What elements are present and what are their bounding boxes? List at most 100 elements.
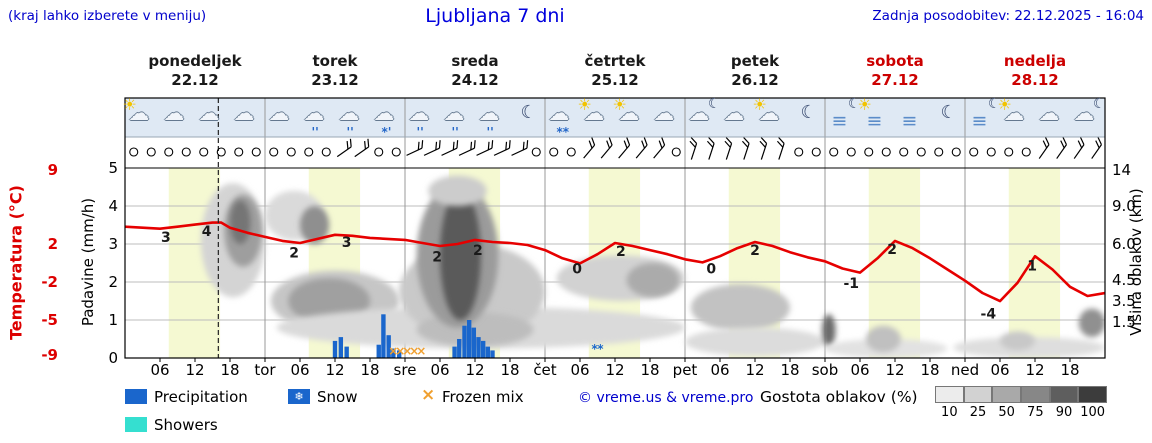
wind-barb-icon (635, 137, 648, 159)
showers-swatch (125, 417, 147, 432)
x-axis-label: 18 (920, 361, 939, 379)
frozen-mix-mark: × (409, 344, 419, 358)
precip-bar (452, 346, 457, 358)
day-name: četrtek (584, 52, 646, 70)
wind-calm-icon (269, 147, 279, 157)
snow-mark: * (597, 342, 604, 356)
wind-calm-icon (234, 147, 244, 157)
wind-calm-icon (864, 147, 874, 157)
cloud-blob (822, 314, 836, 347)
day-date: 23.12 (311, 71, 359, 89)
temperature-label: 1 (1027, 259, 1037, 275)
temperature-label: 2 (750, 243, 760, 259)
snow-legend-label: Snow (317, 388, 358, 406)
copyright-link[interactable]: © vreme.us & vreme.pro (578, 390, 754, 406)
temperature-axis-title: Temperatura (°C) (6, 185, 26, 340)
wind-barb-icon (441, 140, 459, 156)
day-headers: ponedeljek 22.12 torek 23.12 sreda 24.12 četrt… (0, 52, 1152, 92)
icon-strip-bg (125, 98, 1105, 137)
location-menu-hint: (kraj lahko izberete v meniju) (8, 8, 207, 24)
x-axis-label: 12 (325, 361, 344, 379)
x-axis-label: 18 (640, 361, 659, 379)
temperature-label: 3 (161, 230, 171, 246)
day-name: sreda (451, 52, 499, 70)
daylight-band (868, 168, 921, 358)
precip-bar (457, 339, 462, 358)
precip-bar (462, 325, 467, 358)
wind-calm-icon (286, 147, 296, 157)
x-axis-label: sob (812, 361, 839, 379)
temperature-label: 0 (572, 262, 582, 278)
precip-tick-label: 5 (108, 159, 118, 177)
cloud-tick-label: 14 (1112, 161, 1131, 179)
temperature-label: 0 (706, 262, 716, 278)
day-name: ponedeljek (148, 52, 242, 70)
temperature-label: -1 (843, 276, 859, 292)
density-cell (1021, 386, 1050, 403)
wind-calm-icon (899, 147, 909, 157)
x-axis-label: sre (394, 361, 417, 379)
cloud-density-scale: 10 25 50 75 90 100 (935, 386, 1107, 422)
precip-bar (466, 320, 472, 358)
temperature-label: 3 (342, 235, 352, 251)
wind-calm-icon (671, 147, 681, 157)
density-tick-label: 50 (998, 405, 1015, 420)
wind-calm-icon (829, 147, 839, 157)
cloud-tick-label: 6.0 (1112, 235, 1136, 253)
wind-calm-icon (374, 147, 384, 157)
precipitation-bars (332, 314, 495, 358)
x-axis-label: 18 (780, 361, 799, 379)
precip-tick-label: 1 (108, 311, 118, 329)
temp-tick-label: 2 (48, 235, 58, 253)
wind-calm-icon (146, 147, 156, 157)
day-header-sreda: sreda 24.12 (405, 52, 545, 90)
density-cell (963, 386, 993, 403)
cloud-tick-label: 4.5 (1112, 271, 1136, 289)
wind-calm-icon (934, 147, 944, 157)
wind-barb-icon (618, 137, 631, 159)
cloud-density-label: Gostota oblakov (%) (760, 388, 918, 406)
precip-bar (338, 337, 344, 358)
x-axis-label: 12 (465, 361, 484, 379)
x-axis-label: 18 (500, 361, 519, 379)
density-tick-label: 10 (941, 405, 958, 420)
temperature-label: 4 (202, 224, 212, 240)
wind-calm-icon (129, 147, 139, 157)
precipitation-axis-title: Padavine (mm/h) (79, 197, 97, 327)
wind-calm-icon (321, 147, 331, 157)
last-update-label: Zadnja posodobitev: 22.12.2025 - 16:04 (872, 8, 1144, 24)
precipitation-legend-label: Precipitation (154, 388, 248, 406)
x-axis-label: tor (254, 361, 276, 379)
density-cell (935, 386, 964, 403)
x-axis-label: 06 (290, 361, 309, 379)
day-header-sobota: sobota 27.12 (825, 52, 965, 90)
showers-legend-label: Showers (154, 416, 218, 434)
density-cell (1049, 386, 1079, 403)
wind-calm-icon (549, 147, 559, 157)
precip-bar (476, 337, 481, 358)
snowflake-icon: ❄ (294, 390, 304, 403)
wind-calm-icon (199, 147, 209, 157)
wind-calm-icon (846, 147, 856, 157)
density-tick-label: 25 (969, 405, 987, 420)
wind-barb-icon (406, 140, 424, 156)
density-cell (1078, 386, 1107, 403)
wind-barb-icon (1073, 137, 1085, 159)
frozen-mix-icon: × (421, 385, 436, 405)
cloud-tick-label: 9.0 (1112, 197, 1136, 215)
wind-barb-icon (423, 140, 441, 156)
precip-bar (490, 350, 495, 358)
x-axis-label: 06 (710, 361, 729, 379)
temperature-label: 2 (616, 244, 626, 260)
wind-calm-icon (164, 147, 174, 157)
wind-barb-icon (776, 137, 785, 160)
wind-calm-icon (181, 147, 191, 157)
wind-barb-icon (600, 137, 613, 159)
wind-row (129, 137, 1103, 160)
cloud-tick-label: 3.5 (1112, 292, 1136, 310)
day-date: 26.12 (731, 71, 779, 89)
x-axis-label: ned (951, 361, 979, 379)
x-axis-label: 12 (185, 361, 204, 379)
wind-calm-icon (1004, 147, 1014, 157)
